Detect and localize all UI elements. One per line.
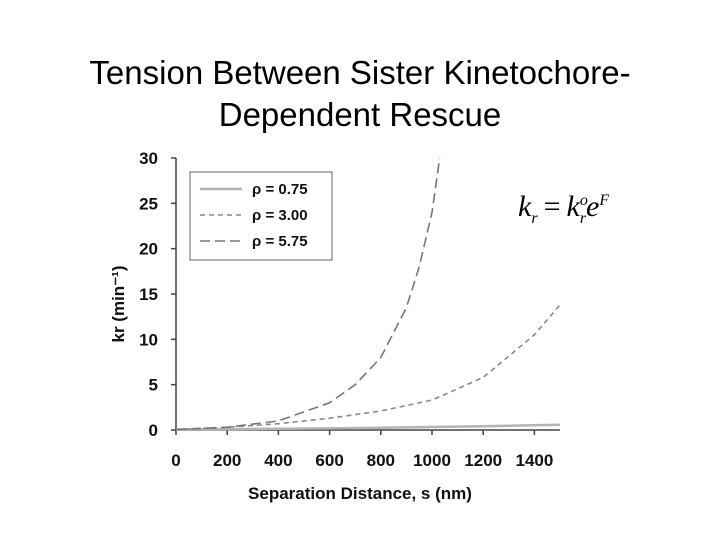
series-line [175, 157, 441, 431]
y-tick-label: 25 [139, 194, 158, 213]
x-tick-label: 800 [367, 451, 395, 470]
formula-rhs-sup: o [579, 192, 588, 209]
legend-label: ρ = 5.75 [252, 233, 308, 250]
y-tick-label: 20 [139, 240, 158, 259]
x-tick-label: 0 [171, 451, 180, 470]
formula-rhs-sub: r [579, 210, 587, 227]
x-tick-label: 1000 [413, 451, 451, 470]
x-axis-label: Separation Distance, s (nm) [248, 484, 472, 503]
x-tick-label: 200 [213, 451, 241, 470]
slide-title: Tension Between Sister Kinetochore- Depe… [0, 52, 720, 136]
y-tick-label: 0 [149, 421, 158, 440]
series-line [175, 423, 561, 431]
x-tick-label: 600 [315, 451, 343, 470]
y-tick-label: 5 [149, 376, 158, 395]
formula-equals: = [543, 190, 561, 223]
formula-lhs: k [518, 190, 532, 223]
rescue-rate-formula: kr = koreF [518, 190, 609, 228]
formula-rhs: k [566, 190, 580, 223]
x-tick-label: 400 [264, 451, 292, 470]
legend-label: ρ = 3.00 [252, 207, 308, 224]
legend-label: ρ = 0.75 [252, 181, 308, 198]
title-line-2: Dependent Rescue [218, 96, 502, 133]
y-tick-label: 15 [139, 285, 158, 304]
y-tick-label: 30 [139, 149, 158, 168]
x-tick-label: 1200 [464, 451, 502, 470]
formula-exp-base: e [586, 190, 600, 223]
formula-exp-sup: F [599, 192, 610, 209]
y-axis-label: kr (min⁻¹) [109, 266, 128, 343]
title-line-1: Tension Between Sister Kinetochore- [89, 54, 631, 91]
formula-lhs-sub: r [531, 210, 538, 227]
y-tick-label: 10 [139, 330, 158, 349]
legend-box [189, 171, 333, 261]
series-line [175, 304, 561, 431]
x-tick-label: 1400 [515, 451, 553, 470]
